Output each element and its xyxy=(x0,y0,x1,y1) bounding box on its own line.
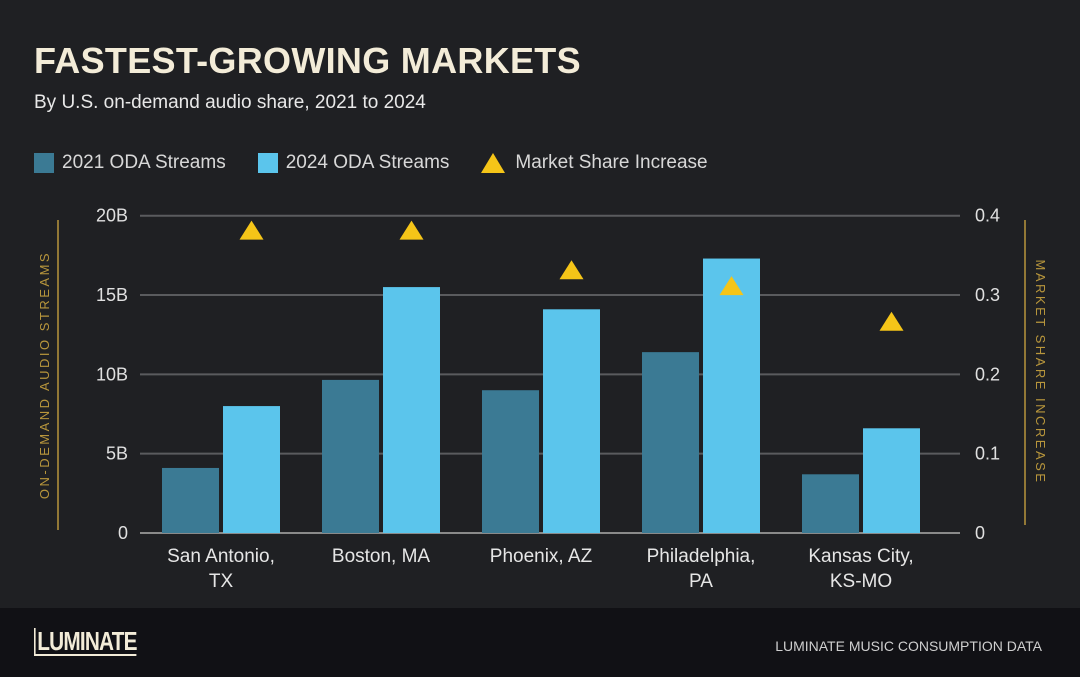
legend-label: 2021 ODA Streams xyxy=(62,152,226,173)
y-tick-label: 0 xyxy=(118,523,128,543)
x-tick-label: KS-MO xyxy=(830,571,892,592)
legend-label: 2024 ODA Streams xyxy=(285,152,450,173)
y-tick-label: 10B xyxy=(96,364,128,384)
footer: LUMINATE LUMINATE MUSIC CONSUMPTION DATA xyxy=(0,608,1080,677)
legend-item-share: Market Share Increase xyxy=(481,152,708,174)
y-tick-label: 5B xyxy=(106,444,128,464)
chart-subtitle: By U.S. on-demand audio share, 2021 to 2… xyxy=(34,92,426,113)
legend-swatch-2021 xyxy=(34,153,54,173)
x-tick-label: PA xyxy=(689,571,713,592)
legend-label: Market Share Increase xyxy=(515,152,708,173)
x-tick-label: Phoenix, AZ xyxy=(490,546,593,567)
market-share-marker xyxy=(239,220,264,240)
x-tick-label: Boston, MA xyxy=(332,546,431,567)
bar-2021 xyxy=(802,474,859,533)
bar-2021 xyxy=(642,352,699,533)
luminate-logo: LUMINATE xyxy=(34,628,138,656)
legend-item-2021: 2021 ODA Streams xyxy=(34,152,226,174)
bar-2024 xyxy=(223,406,280,533)
bar-2024 xyxy=(863,428,920,533)
bar-2021 xyxy=(482,390,539,533)
x-tick-label: Philadelphia, xyxy=(647,546,756,567)
market-share-marker xyxy=(879,311,904,331)
y-right-tick-label: 0.3 xyxy=(975,285,1000,305)
bar-2024 xyxy=(543,309,600,533)
x-tick-label: TX xyxy=(209,571,234,592)
market-share-marker xyxy=(399,220,424,240)
legend-item-2024: 2024 ODA Streams xyxy=(257,152,450,174)
y-tick-label: 15B xyxy=(96,285,128,305)
y-tick-label: 20B xyxy=(96,206,128,226)
chart-title: FASTEST-GROWING MARKETS xyxy=(34,40,581,81)
legend: 2021 ODA Streams 2024 ODA Streams Market… xyxy=(34,152,740,174)
x-tick-label: San Antonio, xyxy=(167,546,275,567)
market-share-marker xyxy=(559,260,584,280)
market-share-marker xyxy=(719,276,744,296)
x-tick-label: Kansas City, xyxy=(808,546,913,567)
source-note: LUMINATE MUSIC CONSUMPTION DATA xyxy=(775,638,1042,654)
bar-2024 xyxy=(703,258,760,533)
y-right-tick-label: 0.1 xyxy=(975,444,1000,464)
y-right-axis-title: MARKET SHARE INCREASE xyxy=(1033,260,1048,485)
y-right-tick-label: 0 xyxy=(975,523,985,543)
bar-2021 xyxy=(322,379,379,533)
bar-2024 xyxy=(383,287,440,533)
legend-swatch-2024 xyxy=(257,153,278,173)
chart-plot: 0 0 5B 0.1 10B 0.2 15B 0.3 20B 0.4 ON-DEMAND AUDIO… xyxy=(37,206,1048,592)
y-right-tick-label: 0.4 xyxy=(975,206,1000,226)
triangle-icon xyxy=(481,153,506,173)
y-right-tick-label: 0.2 xyxy=(975,364,1000,384)
bar-2021 xyxy=(162,467,219,533)
y-axis-title: ON-DEMAND AUDIO STREAMS xyxy=(37,251,52,499)
